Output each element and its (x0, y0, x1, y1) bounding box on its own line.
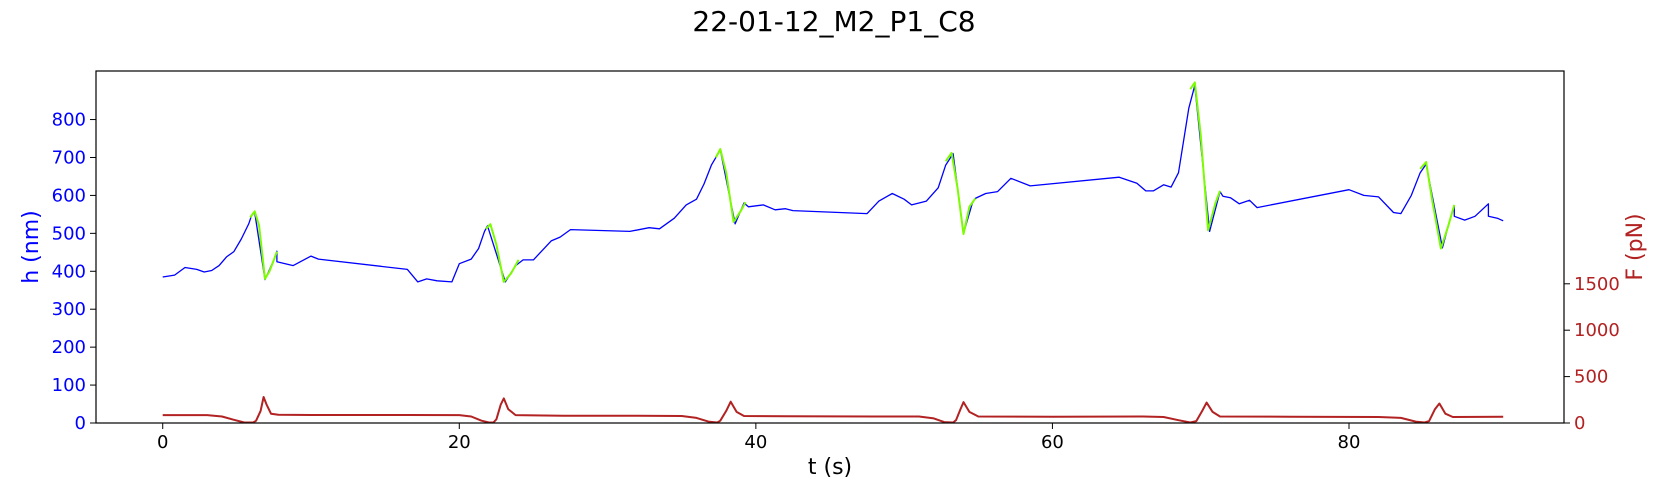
x-axis-label: t (s) (808, 455, 852, 480)
chart-title: 22-01-12_M2_P1_C8 (692, 5, 975, 38)
highlight-segment-0 (249, 210, 278, 280)
y-left-tick-label: 600 (52, 185, 86, 206)
y-left-tick-label: 100 (52, 375, 86, 396)
highlight-segment-3 (944, 151, 977, 236)
axes-layer: 0 20 40 60 800100200300400500600700800050010… (52, 110, 1620, 453)
x-tick-label: 40 (744, 432, 767, 453)
highlight-segment-5 (1419, 161, 1456, 250)
y-right-tick-label: 0 (1574, 413, 1585, 434)
x-tick-label: 20 (448, 432, 471, 453)
y-right-tick-label: 1000 (1574, 320, 1620, 341)
plot-data-layer (162, 81, 1504, 424)
y-right-tick-label: 1500 (1574, 274, 1620, 295)
y-axis-left-label: h (nm) (19, 210, 44, 283)
y-axis-right-label: F (pN) (1623, 213, 1648, 280)
series-line-2 (162, 396, 1504, 424)
y-left-tick-label: 0 (75, 413, 86, 434)
highlight-segment-1 (485, 223, 520, 283)
y-left-tick-label: 800 (52, 110, 86, 131)
x-tick-label: 60 (1041, 432, 1064, 453)
y-left-tick-label: 500 (52, 223, 86, 244)
y-left-tick-label: 300 (52, 299, 86, 320)
plot-frame (95, 70, 1565, 424)
y-left-tick-label: 200 (52, 337, 86, 358)
y-left-tick-label: 400 (52, 261, 86, 282)
x-tick-label: 0 (157, 432, 168, 453)
x-tick-label: 80 (1338, 432, 1361, 453)
y-right-tick-label: 500 (1574, 367, 1608, 388)
highlight-segment-2 (714, 148, 747, 223)
series-line-0 (162, 84, 1504, 283)
highlight-segment-4 (1189, 81, 1221, 232)
y-left-tick-label: 700 (52, 147, 86, 168)
